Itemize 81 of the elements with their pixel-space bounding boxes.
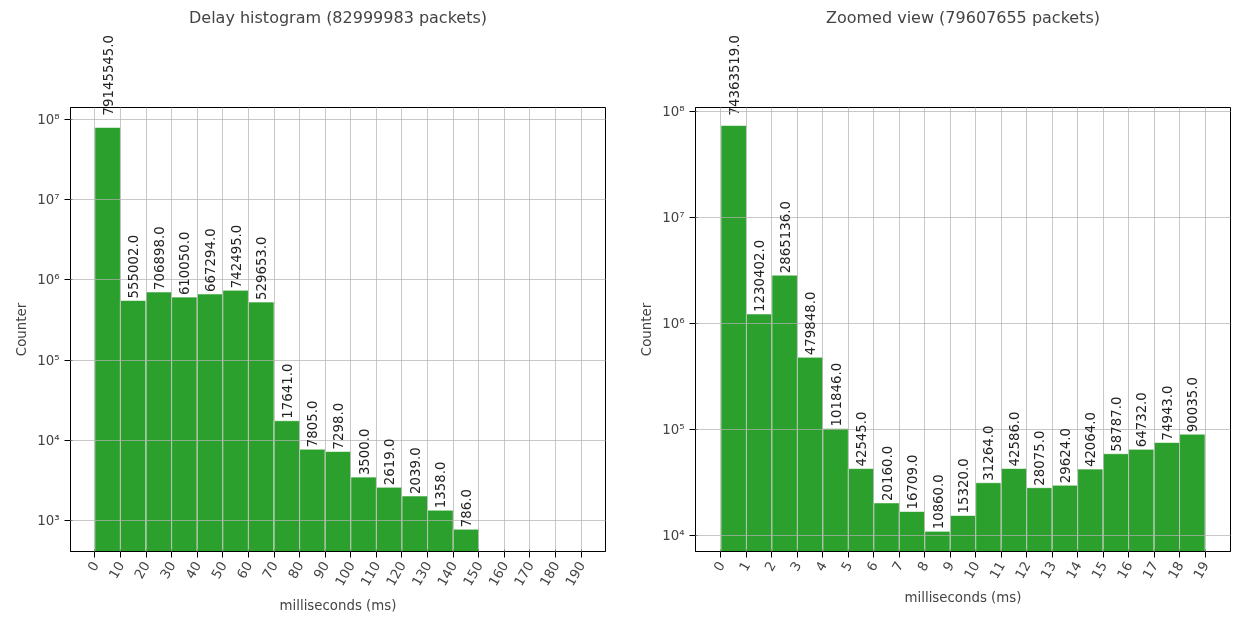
data-label: 3500.0 — [356, 428, 372, 476]
data-label: 10860.0 — [930, 474, 946, 530]
y-tick-label: 10³ — [37, 513, 60, 529]
x-tick-label: 70 — [259, 558, 281, 582]
data-label: 64732.0 — [1134, 392, 1150, 448]
x-tick-label: 60 — [233, 558, 256, 582]
x-tick-label: 2 — [761, 559, 779, 574]
x-tick-label: 90 — [310, 558, 333, 582]
x-tick-label: 19 — [1190, 558, 1212, 582]
x-tick-label: 12 — [1012, 558, 1034, 582]
data-label: 42545.0 — [854, 411, 870, 467]
data-label: 90035.0 — [1185, 377, 1201, 433]
y-tick-label: 10⁶ — [37, 272, 60, 288]
x-tick-label: 5 — [838, 559, 856, 574]
data-label: 101846.0 — [828, 362, 844, 427]
x-axis-title: milliseconds (ms) — [279, 597, 397, 613]
data-label: 1358.0 — [433, 461, 449, 509]
x-tick-label: 10 — [105, 558, 128, 582]
y-tick-label: 10⁴ — [662, 527, 685, 543]
x-tick-label: 8 — [914, 559, 932, 574]
data-label: 529653.0 — [254, 236, 270, 301]
x-tick-label: 9 — [939, 559, 958, 574]
data-label: 74363519.0 — [726, 34, 742, 116]
x-tick-label: 1 — [736, 559, 754, 574]
data-label: 667294.0 — [203, 228, 219, 292]
x-tick-label: 80 — [285, 558, 307, 582]
x-tick-label: 50 — [208, 558, 230, 582]
y-tick-label: 10⁷ — [37, 192, 60, 208]
data-label: 7298.0 — [331, 402, 346, 450]
data-label: 15320.0 — [956, 458, 971, 514]
x-tick-label: 0 — [710, 559, 728, 574]
data-label: 786.0 — [458, 489, 474, 528]
y-tick-label: 10⁸ — [662, 104, 685, 120]
x-tick-label: 6 — [863, 559, 881, 574]
x-tick-label: 15 — [1088, 558, 1111, 582]
data-label: 1230402.0 — [752, 239, 768, 312]
data-label: 42586.0 — [1006, 411, 1022, 467]
x-tick-label: 18 — [1165, 558, 1187, 582]
x-tick-label: 3 — [787, 559, 805, 574]
y-axis-title: Counter — [639, 302, 655, 357]
data-label: 74943.0 — [1159, 385, 1175, 441]
x-tick-label: 17 — [1139, 558, 1161, 582]
x-tick-label: 13 — [1037, 558, 1060, 582]
data-label: 79145545.0 — [100, 34, 116, 116]
x-tick-label: 11 — [986, 558, 1009, 582]
y-tick-label: 10⁷ — [662, 210, 685, 226]
y-tick-label: 10⁶ — [662, 315, 685, 331]
data-label: 742495.0 — [228, 224, 244, 289]
data-label: 2619.0 — [382, 438, 398, 486]
data-label: 29624.0 — [1057, 428, 1073, 484]
x-tick-label: 4 — [812, 559, 830, 574]
data-label: 42064.0 — [1083, 411, 1099, 468]
x-tick-label: 0 — [84, 559, 102, 574]
data-label: 17641.0 — [279, 363, 295, 419]
x-tick-label: 16 — [1114, 558, 1136, 582]
x-axis-title: milliseconds (ms) — [904, 590, 1022, 606]
data-label: 16709.0 — [905, 454, 921, 510]
x-tick-label: 30 — [157, 558, 179, 582]
y-tick-label: 10⁸ — [37, 111, 60, 127]
data-label: 20160.0 — [879, 445, 895, 501]
y-axis-title: Counter — [14, 302, 30, 357]
data-label: 479848.0 — [803, 291, 819, 356]
data-label: 28075.0 — [1032, 430, 1048, 486]
data-label: 7805.0 — [305, 400, 321, 448]
y-tick-label: 10⁵ — [37, 352, 60, 368]
data-label: 555002.0 — [126, 234, 142, 299]
x-tick-label: 14 — [1063, 558, 1085, 582]
x-tick-label: 40 — [182, 558, 205, 582]
y-tick-label: 10⁵ — [662, 421, 685, 437]
x-tick-label: 7 — [889, 559, 907, 574]
data-label: 58787.0 — [1108, 396, 1124, 452]
x-tick-label: 10 — [961, 558, 983, 582]
data-label: 706898.0 — [151, 226, 167, 290]
chart-title: Delay histogram (82999983 packets) — [188, 7, 488, 27]
data-label: 2039.0 — [407, 447, 423, 494]
data-label: 610050.0 — [177, 231, 193, 296]
data-label: 31264.0 — [981, 425, 997, 481]
y-tick-label: 10⁴ — [37, 433, 60, 449]
chart-title: Zoomed view (79607655 packets) — [825, 7, 1101, 27]
x-tick-label: 20 — [131, 558, 153, 582]
data-label: 2865136.0 — [777, 201, 793, 274]
